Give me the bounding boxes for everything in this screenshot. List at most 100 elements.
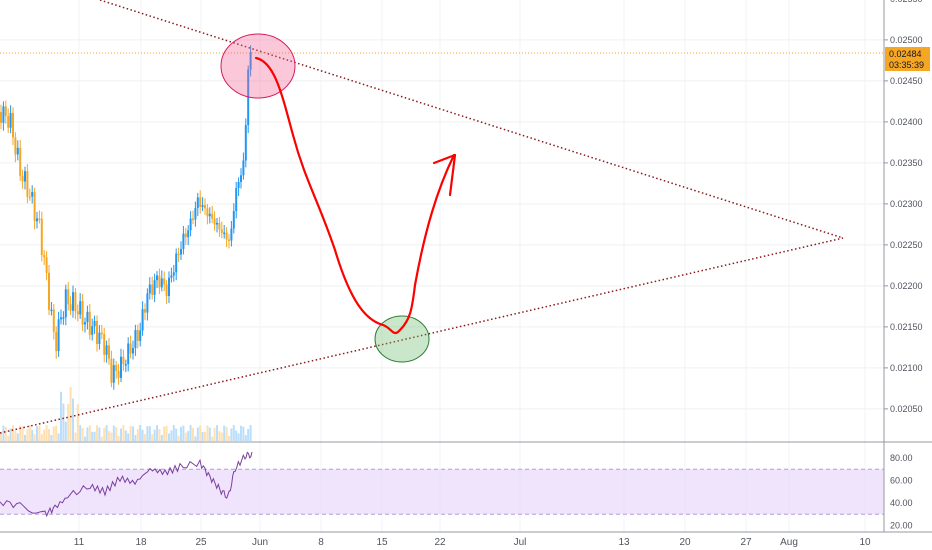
volume-bar — [33, 434, 36, 441]
volume-bar — [182, 425, 185, 441]
candle — [110, 358, 113, 383]
volume-bar — [211, 436, 214, 441]
volume-bar — [50, 434, 53, 441]
candle — [38, 218, 41, 220]
time-tick-label: 25 — [195, 537, 207, 548]
candle — [33, 192, 36, 222]
top-highlight-circle[interactable] — [220, 33, 296, 99]
volume-bar — [153, 429, 156, 441]
volume-bar — [127, 433, 130, 441]
volume-bar — [67, 404, 70, 441]
volume-bar — [9, 428, 12, 441]
candle — [175, 253, 178, 273]
volume-bar — [242, 426, 245, 441]
volume-bar — [84, 436, 86, 441]
candle — [67, 289, 70, 305]
volume-bar — [88, 425, 91, 441]
volume-bar — [208, 427, 211, 441]
volume-bar — [134, 434, 137, 441]
volume-bar — [36, 426, 38, 441]
candle — [62, 317, 65, 319]
time-tick-label: 15 — [376, 537, 388, 548]
time-tick-label: 10 — [859, 537, 871, 548]
rsi-tick-label: 60.00 — [890, 476, 913, 486]
candle — [187, 230, 190, 238]
volume-bar — [146, 426, 149, 441]
candle — [230, 228, 233, 241]
candle — [115, 365, 118, 371]
volume-bar — [74, 432, 77, 441]
candle — [24, 171, 26, 182]
volume-bar — [189, 425, 192, 441]
volume-bar — [163, 426, 166, 441]
price-axis[interactable]: 0.02550 0.02500 0.02450 0.02400 0.02350 0.023… — [884, 0, 923, 414]
candle — [2, 106, 5, 123]
volume-bar — [223, 425, 226, 441]
volume-bar — [115, 426, 118, 441]
bottom-highlight-circle[interactable] — [374, 315, 430, 363]
candle — [98, 332, 101, 344]
lower-trendline[interactable] — [0, 237, 844, 434]
volume-bar — [105, 425, 108, 441]
candle — [122, 356, 125, 365]
volume-bar — [40, 434, 43, 441]
candle — [148, 284, 151, 294]
candle — [127, 343, 130, 365]
volume-bar — [21, 426, 24, 441]
volume-bar — [122, 425, 125, 441]
volume-bar — [132, 426, 134, 441]
rsi-line — [0, 451, 253, 518]
candle — [16, 147, 19, 155]
time-axis[interactable]: 11 18 25 Jun 8 15 22 Jul 13 20 27 Aug 10 — [74, 537, 871, 548]
volume-bar — [112, 425, 115, 441]
volume-bar — [62, 403, 65, 441]
volume-bar — [136, 429, 139, 441]
candle — [91, 326, 94, 335]
candle — [72, 292, 74, 311]
candle — [64, 289, 67, 318]
current-price-badge: 0.02484 03:35:39 — [885, 47, 930, 71]
candle — [165, 284, 168, 296]
candle — [208, 213, 211, 217]
candle — [220, 229, 223, 233]
rsi-band — [0, 469, 884, 515]
candle — [160, 278, 163, 288]
volume-bar — [247, 429, 250, 441]
candle — [9, 112, 12, 128]
candle — [216, 222, 218, 225]
candle — [103, 333, 106, 355]
candle — [158, 275, 161, 288]
upper-trendline[interactable] — [99, 0, 844, 239]
candle — [108, 345, 110, 359]
volume-bar — [79, 425, 82, 441]
time-tick-label: 18 — [135, 537, 147, 548]
projection-path[interactable] — [254, 56, 456, 335]
time-tick-label: Jun — [252, 537, 268, 548]
candle — [124, 364, 127, 366]
volume-bar — [196, 427, 199, 441]
volume-bar — [216, 425, 218, 441]
candle — [57, 319, 60, 352]
volume-bar — [199, 425, 202, 441]
volume-bar — [213, 427, 216, 441]
candle — [117, 370, 120, 378]
candle — [88, 311, 91, 335]
volume-bar — [220, 432, 223, 441]
candle — [194, 207, 197, 220]
volume-bar — [81, 427, 84, 441]
volume-bar — [240, 425, 242, 441]
volume-bar — [14, 430, 17, 441]
candle — [201, 205, 204, 207]
projection-arrowhead — [432, 153, 457, 197]
price-tick-label: 0.02250 — [890, 240, 923, 250]
candle — [28, 196, 31, 199]
volume-bar — [160, 434, 163, 441]
volume-bar — [170, 430, 173, 441]
time-tick-label: 13 — [618, 537, 630, 548]
candle — [237, 181, 240, 189]
volume-bar — [168, 433, 170, 441]
volume-bar — [235, 430, 238, 441]
candle — [14, 137, 17, 155]
volume-bar — [55, 425, 58, 441]
